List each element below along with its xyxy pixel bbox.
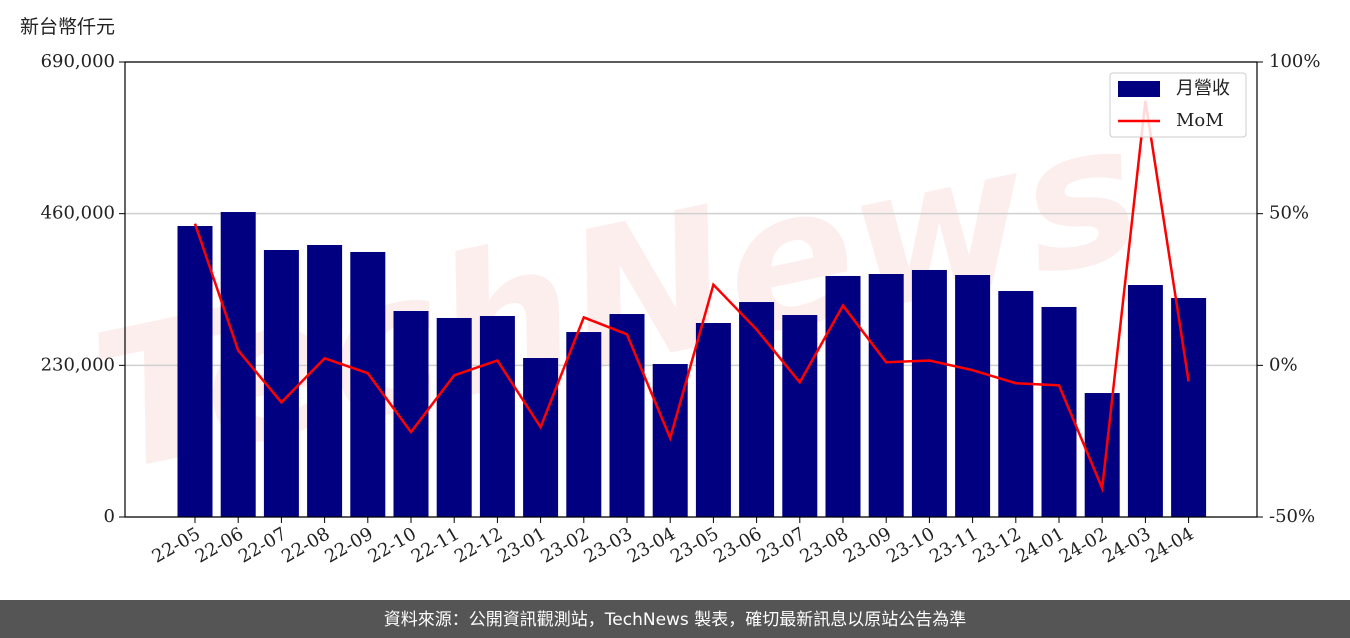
x-tick-label: 23-12: [969, 523, 1024, 567]
y-axis-label: 新台幣仟元: [20, 16, 115, 38]
bar: [955, 274, 991, 517]
bar: [1127, 285, 1163, 517]
y2-tick-label: 0%: [1269, 354, 1298, 375]
x-tick-label: 22-05: [149, 523, 204, 567]
x-tick-label: 22-10: [365, 523, 420, 567]
x-tick-label: 23-05: [667, 523, 722, 567]
bar: [523, 358, 559, 517]
footer-text: 資料來源：公開資訊觀測站，TechNews 製表，確切最新訊息以原站公告為準: [384, 610, 966, 630]
x-tick-label: 22-06: [192, 523, 247, 567]
bar: [739, 302, 775, 517]
x-tick-label: 22-08: [278, 523, 333, 567]
bar: [998, 291, 1034, 517]
x-tick-label: 24-01: [1013, 523, 1068, 567]
plot-frame: [124, 61, 1258, 518]
bar: [782, 315, 818, 517]
bar: [177, 225, 213, 517]
bar: [393, 310, 429, 517]
bar: [911, 269, 947, 517]
bar: [695, 322, 731, 517]
y-tick-label: 0: [104, 506, 115, 527]
bar: [609, 314, 645, 517]
x-tick-label: 23-04: [624, 523, 679, 567]
x-tick-label: 23-03: [581, 523, 636, 567]
x-tick-label: 23-07: [753, 523, 808, 567]
x-tick-label: 23-02: [537, 523, 592, 567]
line: [193, 100, 1190, 494]
x-tick-label: 23-06: [710, 523, 765, 567]
bar: [436, 317, 472, 517]
x-tick-label: 23-01: [494, 523, 549, 567]
y-tick-label: 460,000: [41, 203, 115, 224]
bar: [566, 332, 602, 517]
bar: [479, 316, 515, 517]
x-tick-label: 24-02: [1056, 523, 1111, 567]
bar: [1084, 393, 1120, 517]
legend-label: 月營收: [1176, 78, 1230, 99]
bar: [825, 275, 861, 517]
x-tick-label: 23-10: [883, 523, 938, 567]
x-tick-label: 23-11: [926, 523, 981, 567]
footer-bar: [0, 600, 1350, 638]
bar: [350, 251, 386, 517]
y2-tick-label: 100%: [1269, 51, 1320, 72]
x-tick-label: 24-04: [1142, 523, 1197, 567]
y2-tick-label: 50%: [1269, 203, 1309, 224]
x-tick-label: 22-09: [321, 523, 376, 567]
x-tick-label: 23-09: [840, 523, 895, 567]
y2-tick-label: -50%: [1269, 506, 1315, 527]
x-tick-label: 24-03: [1099, 523, 1154, 567]
bar: [307, 244, 343, 517]
bar: [263, 250, 299, 517]
legend-swatch: [1118, 81, 1160, 97]
bar: [1171, 298, 1207, 517]
bar: [868, 274, 904, 517]
x-tick-label: 23-08: [797, 523, 852, 567]
x-tick-label: 22-11: [408, 523, 463, 567]
y-tick-label: 230,000: [41, 354, 115, 375]
x-tick-label: 22-12: [451, 523, 506, 567]
x-tick-label: 22-07: [235, 523, 290, 567]
legend-label: MoM: [1176, 110, 1224, 131]
y-tick-label: 690,000: [41, 51, 115, 72]
